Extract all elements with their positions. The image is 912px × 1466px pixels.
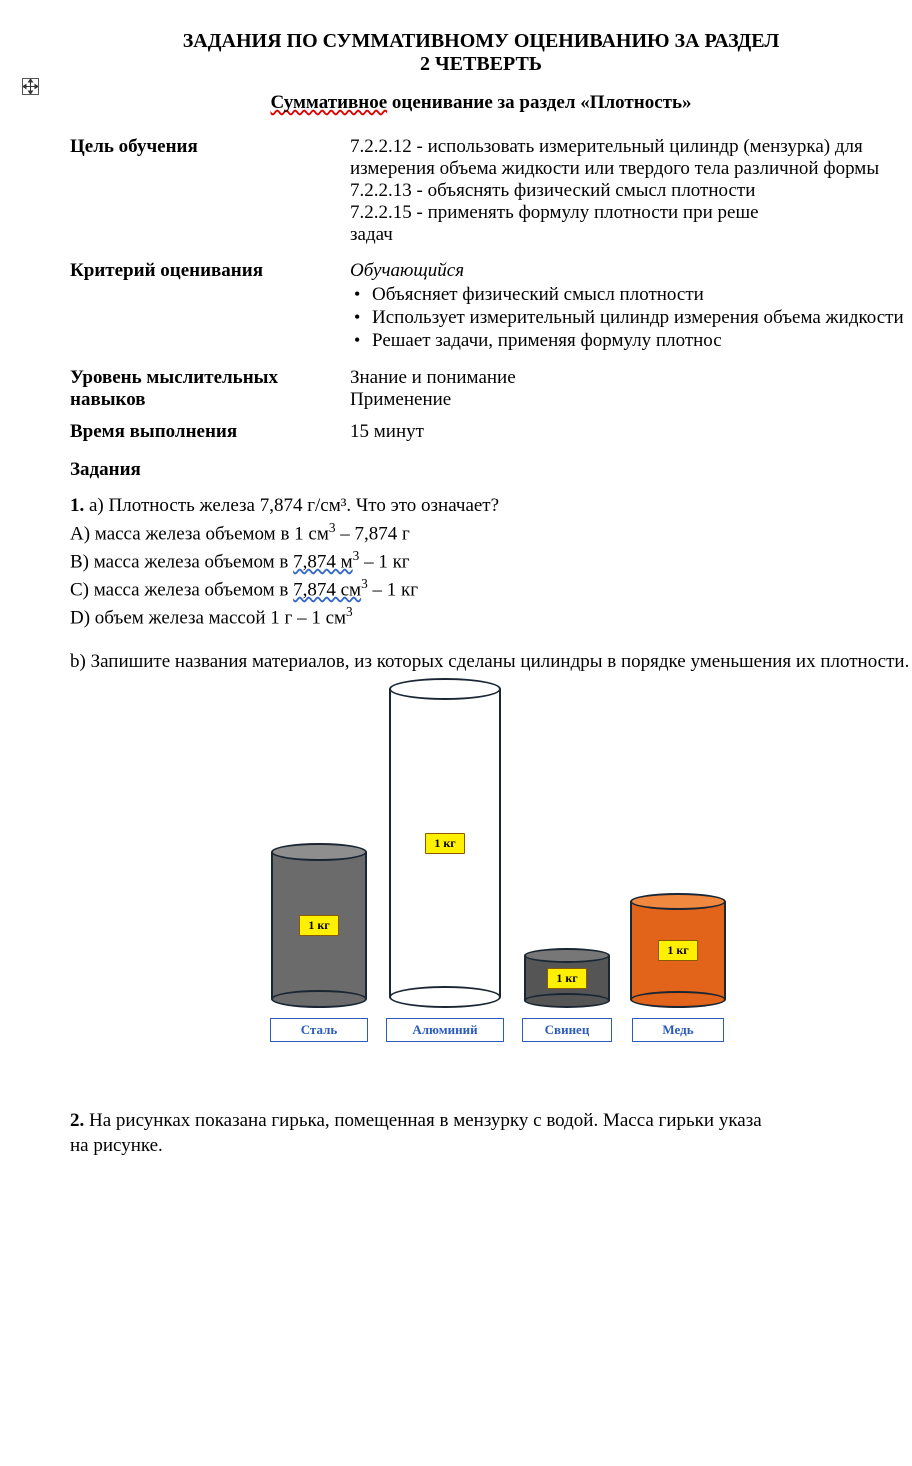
weight-badge: 1 кг: [299, 915, 338, 936]
q1a-lead: а) Плотность железа 7,874 г/см³. Что это…: [84, 495, 499, 516]
cylinders-diagram: 1 кг Сталь 1 кг Алюминий 1 кг Свинец 1 кг Медь: [270, 692, 770, 1042]
goal-label: Цель обучения: [70, 136, 350, 246]
subtitle: Суммативное оценивание за раздел «Плотно…: [70, 92, 912, 114]
cylinder-column: 1 кг Медь: [630, 893, 726, 1042]
cylinder: 1 кг: [524, 948, 610, 1008]
criteria-value: Обучающийся Объясняет физический смысл п…: [350, 260, 912, 353]
criteria-item: Решает задачи, применяя формулу плотнос: [372, 330, 912, 352]
cylinder-caption: Алюминий: [386, 1018, 504, 1042]
tasks-label: Задания: [70, 459, 912, 481]
page-title: ЗАДАНИЯ ПО СУММАТИВНОМУ ОЦЕНИВАНИЮ ЗА РА…: [70, 30, 912, 76]
move-handle-icon[interactable]: [22, 78, 39, 95]
q1-number: 1.: [70, 495, 84, 516]
cylinder-caption: Сталь: [270, 1018, 368, 1042]
criteria-list: Объясняет физический смысл плотности Исп…: [350, 284, 912, 352]
skills-label: Уровень мыслительных навыков: [70, 367, 350, 411]
weight-badge: 1 кг: [547, 968, 586, 989]
cylinder-caption: Медь: [632, 1018, 724, 1042]
q1b-text: b) Запишите названия материалов, из кото…: [70, 649, 912, 675]
criteria-row: Критерий оценивания Обучающийся Объясняе…: [70, 260, 912, 353]
criteria-item: Объясняет физический смысл плотности: [372, 284, 912, 306]
weight-badge: 1 кг: [658, 940, 697, 961]
goal-row: Цель обучения 7.2.2.12 - использовать из…: [70, 136, 912, 246]
cylinder-column: 1 кг Сталь: [270, 843, 368, 1042]
skills-value: Знание и понимание Применение: [350, 367, 912, 411]
criteria-intro: Обучающийся: [350, 260, 912, 282]
time-label: Время выполнения: [70, 421, 350, 443]
question-1a: 1. а) Плотность железа 7,874 г/см³. Что …: [70, 493, 912, 631]
q2-text: На рисунках показана гирька, помещенная …: [70, 1110, 762, 1157]
criteria-label: Критерий оценивания: [70, 260, 350, 353]
cylinder-column: 1 кг Свинец: [522, 948, 612, 1042]
question-2: 2. На рисунках показана гирька, помещенн…: [70, 1082, 912, 1159]
goal-value: 7.2.2.12 - использовать измерительный ци…: [350, 136, 912, 246]
time-value: 15 минут: [350, 421, 912, 443]
weight-badge: 1 кг: [425, 833, 464, 854]
subtitle-wavy: Суммативное: [270, 92, 387, 113]
title-line2: 2 ЧЕТВЕРТЬ: [70, 53, 892, 76]
cylinder: 1 кг: [271, 843, 367, 1008]
criteria-item: Использует измерительный цилиндр измерен…: [372, 307, 912, 329]
question-1b: b) Запишите названия материалов, из кото…: [70, 649, 912, 675]
skills-row: Уровень мыслительных навыков Знание и по…: [70, 367, 912, 411]
cylinder: 1 кг: [389, 678, 501, 1008]
cylinder-column: 1 кг Алюминий: [386, 678, 504, 1042]
time-row: Время выполнения 15 минут: [70, 421, 912, 443]
cylinder: 1 кг: [630, 893, 726, 1008]
title-line1: ЗАДАНИЯ ПО СУММАТИВНОМУ ОЦЕНИВАНИЮ ЗА РА…: [70, 30, 892, 53]
q2-number: 2.: [70, 1110, 84, 1131]
subtitle-rest: оценивание за раздел «Плотность»: [387, 92, 691, 113]
cylinder-caption: Свинец: [522, 1018, 612, 1042]
